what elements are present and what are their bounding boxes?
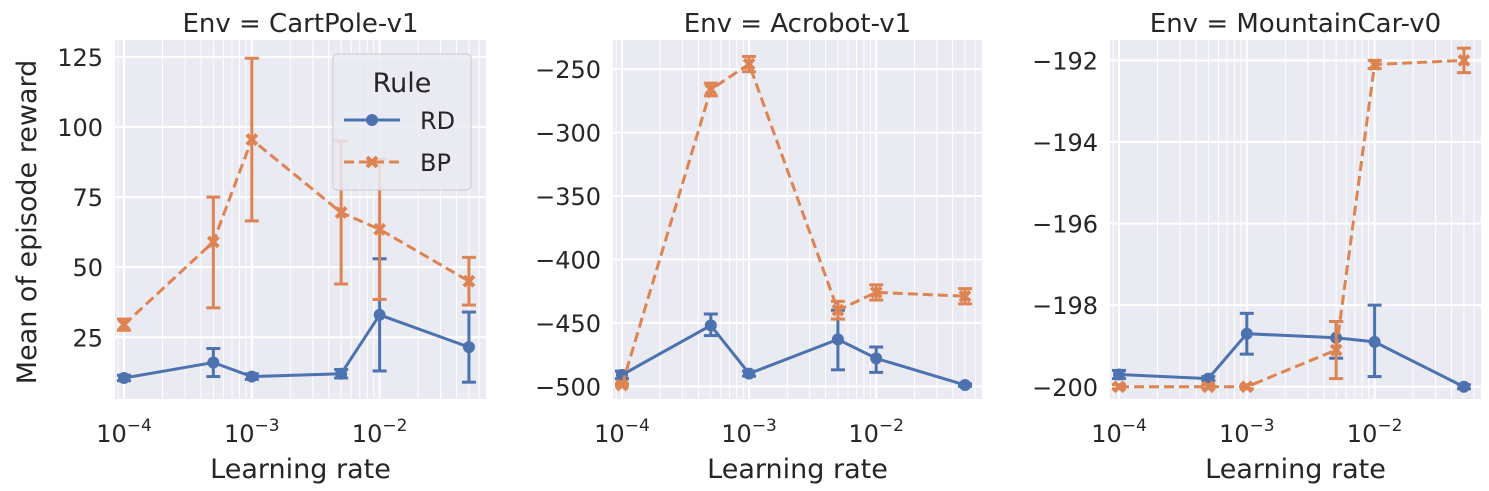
rd-series-line (621, 323, 966, 387)
legend-rd-label: RD (420, 107, 455, 135)
bp-point (958, 289, 972, 303)
plot-area (613, 40, 982, 399)
rd-point (462, 341, 475, 354)
legend-bp-label: BP (420, 149, 451, 177)
bp-point (869, 286, 883, 299)
bp-point (206, 235, 220, 249)
y-tick-label: 50 (72, 254, 103, 282)
bp-point (831, 303, 845, 317)
bp-point (462, 274, 476, 288)
bp-point (373, 222, 387, 236)
legend-bp-marker (365, 155, 379, 169)
bp-point (334, 206, 348, 219)
rd-series-line (123, 313, 470, 380)
x-tick-label: 10−4 (1091, 416, 1147, 448)
panel-3: 10−4 10−3 10−2 −200 −198 −196 −194 −192 Env = Mo… (1032, 9, 1481, 485)
rd-point (1240, 327, 1253, 340)
y-axis-label: Mean of episode reward (12, 60, 43, 384)
bp-point (1240, 380, 1254, 394)
panel-2: 10−4 10−3 10−2 −500 −450 −400 −350 −300 −250 Env … (535, 9, 982, 485)
rd-point (704, 319, 717, 332)
y-tick-label: 25 (72, 324, 103, 352)
bp-point (1201, 380, 1215, 394)
x-tick-label: 10−2 (352, 416, 408, 448)
y-tick-label: −500 (535, 373, 601, 401)
y-tick-label: −300 (535, 120, 601, 148)
rd-point (373, 308, 386, 321)
chart-panels: 10−4 10−3 10−2 25 50 75 100 125 Env = CartPole-v… (57, 9, 1481, 485)
x-tick-label: 10−4 (96, 416, 152, 448)
bp-series-line (620, 61, 966, 386)
x-tick-label: 10−3 (721, 416, 777, 448)
x-tick-label: 10−2 (1347, 416, 1403, 448)
bp-point (117, 318, 131, 332)
panel-title: Env = Acrobot-v1 (684, 9, 911, 39)
y-tick-label: −450 (535, 310, 601, 338)
rd-point (245, 370, 258, 383)
rd-point (870, 352, 883, 365)
rd-point (831, 333, 844, 346)
y-tick-label: −194 (1032, 129, 1098, 157)
rd-point (959, 379, 972, 392)
rd-point (1113, 368, 1126, 381)
y-tick-label: 75 (72, 184, 103, 212)
plot-area (1110, 40, 1481, 399)
bp-point (1329, 343, 1343, 357)
bp-point (704, 83, 718, 96)
y-tick-label: 100 (57, 114, 103, 142)
y-tick-label: −192 (1032, 47, 1098, 75)
x-axis-label: Learning rate (1205, 454, 1386, 485)
bp-point (742, 57, 756, 71)
rd-point (207, 356, 220, 369)
bp-point (1112, 380, 1126, 394)
bp-point (615, 378, 629, 392)
bp-series-line (1119, 58, 1464, 389)
bp-point (245, 133, 259, 146)
x-axis-label: Learning rate (210, 454, 391, 485)
rd-point (118, 371, 131, 384)
x-tick-label: 10−3 (224, 416, 280, 448)
y-tick-label: −200 (1032, 374, 1098, 402)
panel-title: Env = MountainCar-v0 (1150, 9, 1441, 39)
y-tick-label: 125 (57, 44, 103, 72)
legend-rd-marker (366, 114, 378, 126)
legend-title: Rule (373, 68, 432, 99)
x-axis-label: Learning rate (707, 454, 888, 485)
rd-point (335, 367, 348, 380)
rd-point (1457, 380, 1470, 393)
x-tick-label: 10−2 (848, 416, 904, 448)
y-tick-label: −250 (535, 56, 601, 84)
bp-point (1368, 58, 1382, 71)
legend: Rule RD BP (332, 53, 472, 191)
rd-series-line (1118, 332, 1465, 389)
legend-frame (332, 53, 472, 191)
rd-point (1368, 335, 1381, 348)
rd-point (743, 367, 756, 380)
y-tick-label: −400 (535, 246, 601, 274)
bp-series-line (122, 137, 470, 326)
bp-point (1457, 53, 1471, 67)
y-tick-label: −198 (1032, 292, 1098, 320)
panel-title: Env = CartPole-v1 (182, 9, 418, 39)
y-tick-label: −196 (1032, 211, 1098, 239)
rd-point (615, 368, 628, 381)
x-tick-label: 10−3 (1219, 416, 1275, 448)
y-tick-label: −350 (535, 183, 601, 211)
x-tick-label: 10−4 (594, 416, 650, 448)
